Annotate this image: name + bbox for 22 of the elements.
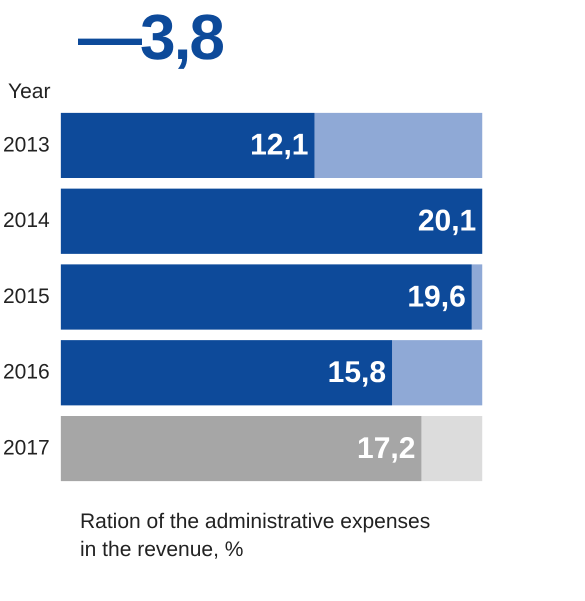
bar	[314, 112, 482, 178]
data-label: 12,1	[250, 128, 308, 162]
data-label: 15,8	[328, 356, 386, 390]
y-tick-label: 2013	[3, 133, 50, 156]
y-tick-label: 2015	[3, 284, 50, 308]
x-axis-title: Ration of the administrative expenses in the revenue, %	[80, 509, 430, 563]
bar	[60, 264, 472, 330]
chart-title: —3,8	[78, 0, 223, 74]
y-axis-title: Year	[8, 80, 50, 104]
bar	[60, 188, 482, 254]
data-label: 17,2	[357, 432, 416, 465]
bar	[421, 416, 482, 482]
y-tick-label: 2017	[3, 436, 50, 460]
bar	[472, 264, 482, 330]
data-label: 19,6	[407, 280, 466, 314]
y-tick-label: 2014	[3, 209, 50, 232]
bar	[60, 340, 392, 406]
data-label: 20,1	[418, 204, 476, 238]
bar	[60, 416, 422, 482]
y-tick-label: 2016	[3, 360, 50, 384]
bar	[392, 340, 482, 406]
bar	[60, 112, 314, 178]
